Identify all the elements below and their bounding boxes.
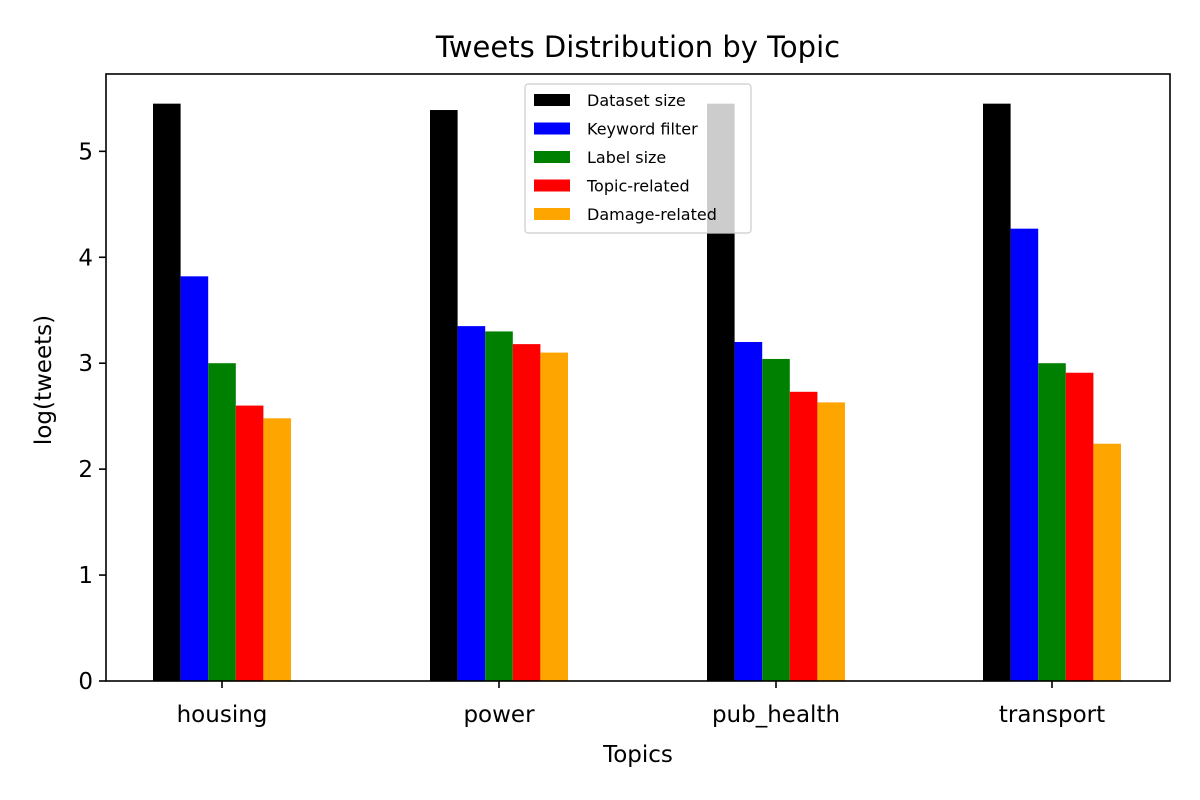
bars-group <box>153 103 1121 681</box>
legend-label: Keyword filter <box>587 120 698 139</box>
x-tick-label: transport <box>999 702 1105 728</box>
y-tick-label: 4 <box>78 245 93 271</box>
legend-label: Label size <box>587 148 666 167</box>
x-axis-label: Topics <box>602 742 673 768</box>
bar-housing-label-size <box>208 363 236 681</box>
x-tick-label: power <box>463 702 535 728</box>
bar-transport-label-size <box>1038 363 1066 681</box>
legend-swatch <box>534 151 570 163</box>
bar-pub-health-label-size <box>762 358 790 681</box>
legend-swatch <box>534 122 570 135</box>
legend-label: Damage-related <box>587 205 717 224</box>
legend-label: Dataset size <box>587 91 686 110</box>
bar-transport-keyword-filter <box>1010 228 1039 681</box>
plot-frame <box>105 73 1171 682</box>
y-tick-label: 5 <box>78 139 93 165</box>
bar-pub-health-damage-related <box>817 402 845 681</box>
bar-power-damage-related <box>540 352 568 681</box>
bar-power-topic-related <box>512 344 541 681</box>
bar-power-label-size <box>485 331 513 681</box>
chart-title: Tweets Distribution by Topic <box>435 30 840 64</box>
legend: Dataset size Keyword filter Label size Topi… <box>524 83 752 234</box>
x-tick-label: housing <box>177 702 268 728</box>
y-axis-label: log(tweets) <box>31 315 57 445</box>
x-axis: housing power pub_health transport <box>177 681 1105 728</box>
bar-pub-health-topic-related <box>789 391 818 681</box>
y-tick-label: 2 <box>78 457 93 483</box>
y-tick-label: 0 <box>78 669 93 695</box>
bar-housing-keyword-filter <box>180 276 209 681</box>
bar-housing-dataset-size <box>153 103 181 681</box>
bar-housing-topic-related <box>235 405 264 681</box>
bar-transport-damage-related <box>1093 443 1121 681</box>
legend-frame <box>524 83 752 234</box>
legend-swatch <box>534 208 570 220</box>
y-tick-label: 1 <box>78 563 93 589</box>
bar-transport-dataset-size <box>983 103 1011 681</box>
bar-transport-topic-related <box>1065 372 1094 681</box>
y-axis: 0 1 2 3 4 5 <box>78 139 106 695</box>
legend-swatch <box>534 179 570 192</box>
bar-power-dataset-size <box>430 110 458 681</box>
x-tick-label: pub_health <box>712 702 840 728</box>
legend-label: Topic-related <box>586 177 690 196</box>
bar-pub-health-keyword-filter <box>734 342 763 681</box>
bar-power-keyword-filter <box>457 326 486 681</box>
y-tick-label: 3 <box>78 351 93 377</box>
bar-housing-damage-related <box>263 418 291 681</box>
legend-swatch <box>534 94 570 106</box>
